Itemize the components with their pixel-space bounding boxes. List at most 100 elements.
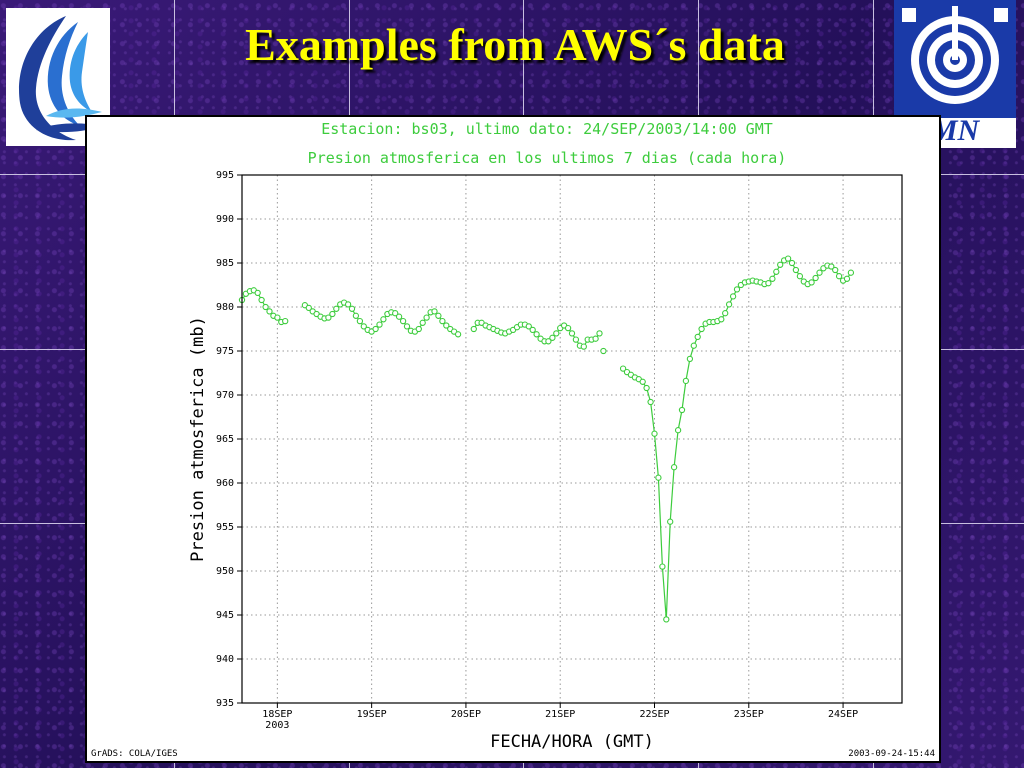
data-point bbox=[682, 377, 690, 385]
data-point bbox=[773, 268, 780, 275]
data-point bbox=[777, 261, 784, 268]
x-tick-label: 22SEP bbox=[639, 709, 669, 720]
y-tick-label: 980 bbox=[216, 302, 234, 313]
data-point bbox=[765, 280, 772, 287]
data-point bbox=[788, 259, 796, 267]
data-point bbox=[596, 330, 603, 337]
data-point bbox=[667, 518, 674, 525]
grid-layer bbox=[242, 175, 902, 703]
y-tick-label: 955 bbox=[216, 522, 234, 533]
y-tick-label: 940 bbox=[216, 654, 234, 665]
data-point bbox=[325, 314, 332, 321]
spiral-logo-icon bbox=[894, 0, 1016, 118]
data-point bbox=[419, 319, 426, 326]
data-point bbox=[572, 336, 580, 343]
data-point bbox=[525, 323, 532, 330]
data-point bbox=[769, 275, 776, 282]
data-point bbox=[529, 326, 536, 334]
y-tick-label: 990 bbox=[216, 214, 234, 225]
data-point bbox=[380, 316, 387, 323]
y-tick-label: 945 bbox=[216, 610, 234, 621]
data-point bbox=[694, 333, 701, 341]
data-point bbox=[619, 365, 627, 372]
data-point bbox=[553, 330, 560, 337]
data-point bbox=[392, 310, 399, 317]
data-point bbox=[812, 274, 819, 282]
data-point bbox=[439, 317, 446, 325]
data-point bbox=[282, 317, 289, 325]
data-point bbox=[549, 334, 556, 341]
data-point bbox=[568, 330, 576, 337]
data-point bbox=[352, 312, 360, 319]
data-point bbox=[639, 378, 646, 385]
data-point bbox=[663, 616, 670, 623]
x-tick-label: 20SEP bbox=[451, 709, 481, 720]
y-tick-label: 970 bbox=[216, 390, 234, 401]
data-point bbox=[729, 293, 737, 300]
data-point bbox=[423, 314, 430, 321]
data-point bbox=[399, 317, 407, 325]
y-tick-label: 965 bbox=[216, 434, 234, 445]
data-point bbox=[305, 304, 312, 312]
data-point bbox=[670, 464, 678, 471]
footer-right: 2003-09-24-15:44 bbox=[848, 749, 935, 759]
data-point bbox=[828, 263, 835, 270]
data-point bbox=[600, 347, 607, 355]
data-point bbox=[454, 331, 462, 338]
data-point bbox=[722, 310, 729, 317]
y-tick-label: 950 bbox=[216, 566, 234, 577]
data-point bbox=[698, 325, 705, 333]
data-point bbox=[792, 266, 800, 274]
data-point bbox=[254, 289, 261, 297]
data-point bbox=[733, 286, 741, 293]
pressure-chart: Estacion: bs03, ultimo dato: 24/SEP/2003… bbox=[85, 115, 941, 763]
x-tick-sublabel: 2003 bbox=[265, 720, 289, 731]
data-point bbox=[651, 430, 658, 437]
data-point bbox=[545, 338, 552, 345]
plot-area-border bbox=[241, 174, 903, 704]
data-point bbox=[686, 355, 694, 363]
footer-left: GrADS: COLA/IGES bbox=[91, 749, 178, 759]
data-point bbox=[659, 563, 666, 570]
series-layer bbox=[238, 255, 855, 623]
y-tick-label: 975 bbox=[216, 346, 234, 357]
x-axis-label: FECHA/HORA (GMT) bbox=[490, 732, 654, 752]
data-point bbox=[395, 313, 403, 320]
data-point bbox=[372, 325, 379, 333]
x-tick-label: 21SEP bbox=[545, 709, 575, 720]
chart-canvas: Estacion: bs03, ultimo dato: 24/SEP/2003… bbox=[91, 120, 935, 759]
data-point bbox=[832, 266, 839, 274]
chart-title-line-2: Presion atmosferica en los ultimos 7 dia… bbox=[308, 149, 787, 167]
data-point bbox=[678, 406, 686, 414]
data-point bbox=[796, 273, 804, 280]
data-point bbox=[348, 305, 356, 312]
data-point bbox=[580, 343, 587, 350]
data-point bbox=[533, 331, 540, 338]
data-point bbox=[470, 325, 477, 333]
x-tick-label: 18SEP bbox=[262, 709, 292, 720]
slide-title: Examples from AWS´s data bbox=[245, 19, 785, 70]
data-point bbox=[647, 398, 654, 406]
data-point bbox=[435, 312, 442, 319]
data-point bbox=[431, 308, 438, 315]
data-point bbox=[835, 273, 843, 280]
data-point bbox=[415, 325, 422, 333]
y-tick-label: 995 bbox=[216, 170, 234, 181]
x-tick-label: 24SEP bbox=[828, 709, 858, 720]
data-point bbox=[674, 427, 682, 434]
data-point bbox=[262, 303, 269, 311]
data-point bbox=[847, 269, 855, 276]
data-point bbox=[843, 275, 851, 282]
data-point bbox=[329, 310, 336, 318]
y-tick-label: 985 bbox=[216, 258, 234, 269]
data-point bbox=[564, 324, 572, 332]
data-point bbox=[808, 279, 815, 286]
data-point bbox=[266, 308, 273, 315]
data-point bbox=[655, 474, 662, 481]
axis-layer: 935 940 945 950 955 960 965 970 975 980 985 990 995 1… bbox=[216, 170, 858, 731]
y-axis-label: Presion atmosferica (mb) bbox=[188, 316, 208, 562]
data-point bbox=[258, 296, 265, 304]
smn-logo: MN bbox=[894, 0, 1016, 148]
data-point bbox=[333, 305, 340, 312]
data-point bbox=[643, 384, 650, 392]
